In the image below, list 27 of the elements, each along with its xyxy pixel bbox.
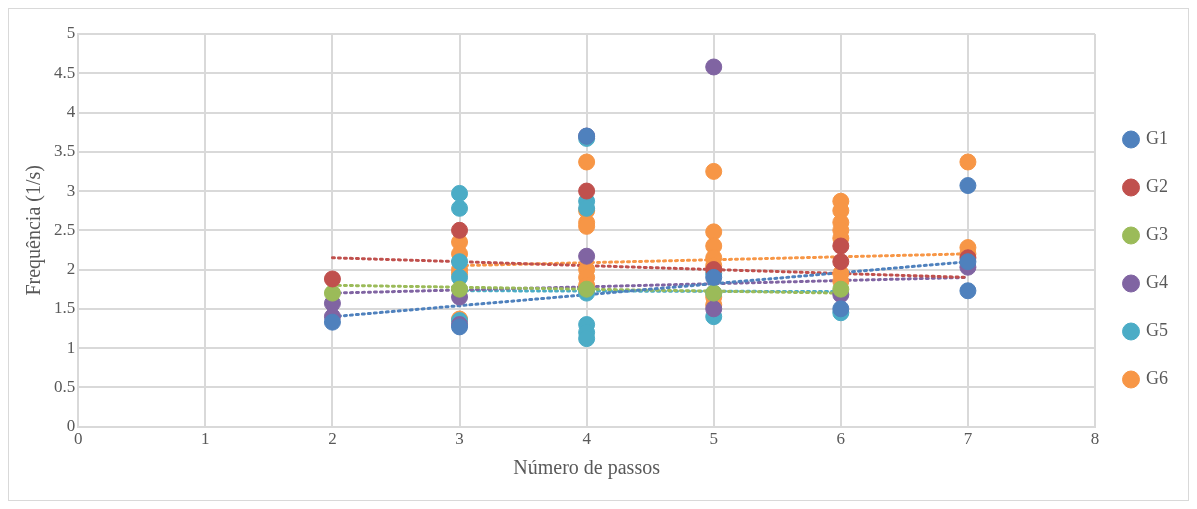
- x-tick-label: 2: [328, 429, 337, 449]
- y-tick-label: 5: [66, 23, 76, 43]
- legend-label: G2: [1146, 176, 1168, 197]
- legend-label: G1: [1146, 128, 1168, 149]
- x-tick-label: 6: [836, 429, 846, 449]
- x-tick-label: 1: [201, 429, 210, 449]
- y-tick-label: 2.5: [54, 219, 76, 239]
- y-tick-label: 1.5: [54, 298, 76, 318]
- legend-label: G3: [1146, 224, 1168, 245]
- y-tick-label: 1: [66, 337, 76, 357]
- y-axis-title: Frequência (1/s): [22, 165, 46, 296]
- legend-label: G4: [1146, 272, 1168, 293]
- legend-label: G5: [1146, 320, 1168, 341]
- x-axis-title: Número de passos: [513, 456, 661, 480]
- y-tick-label: 4: [66, 101, 76, 121]
- y-tick-label: 0.5: [54, 376, 76, 396]
- x-tick-label: 4: [582, 429, 592, 449]
- y-tick-label: 3.5: [54, 141, 76, 161]
- x-tick-label: 5: [709, 429, 718, 449]
- y-tick-label: 0: [66, 416, 76, 436]
- y-tick-label: 2: [66, 259, 76, 279]
- x-tick-label: 3: [455, 429, 464, 449]
- x-tick-label: 7: [963, 429, 973, 449]
- x-tick-label: 8: [1090, 429, 1100, 449]
- y-tick-label: 4.5: [54, 62, 76, 82]
- legend-label: G6: [1146, 368, 1168, 389]
- y-tick-label: 3: [66, 180, 76, 200]
